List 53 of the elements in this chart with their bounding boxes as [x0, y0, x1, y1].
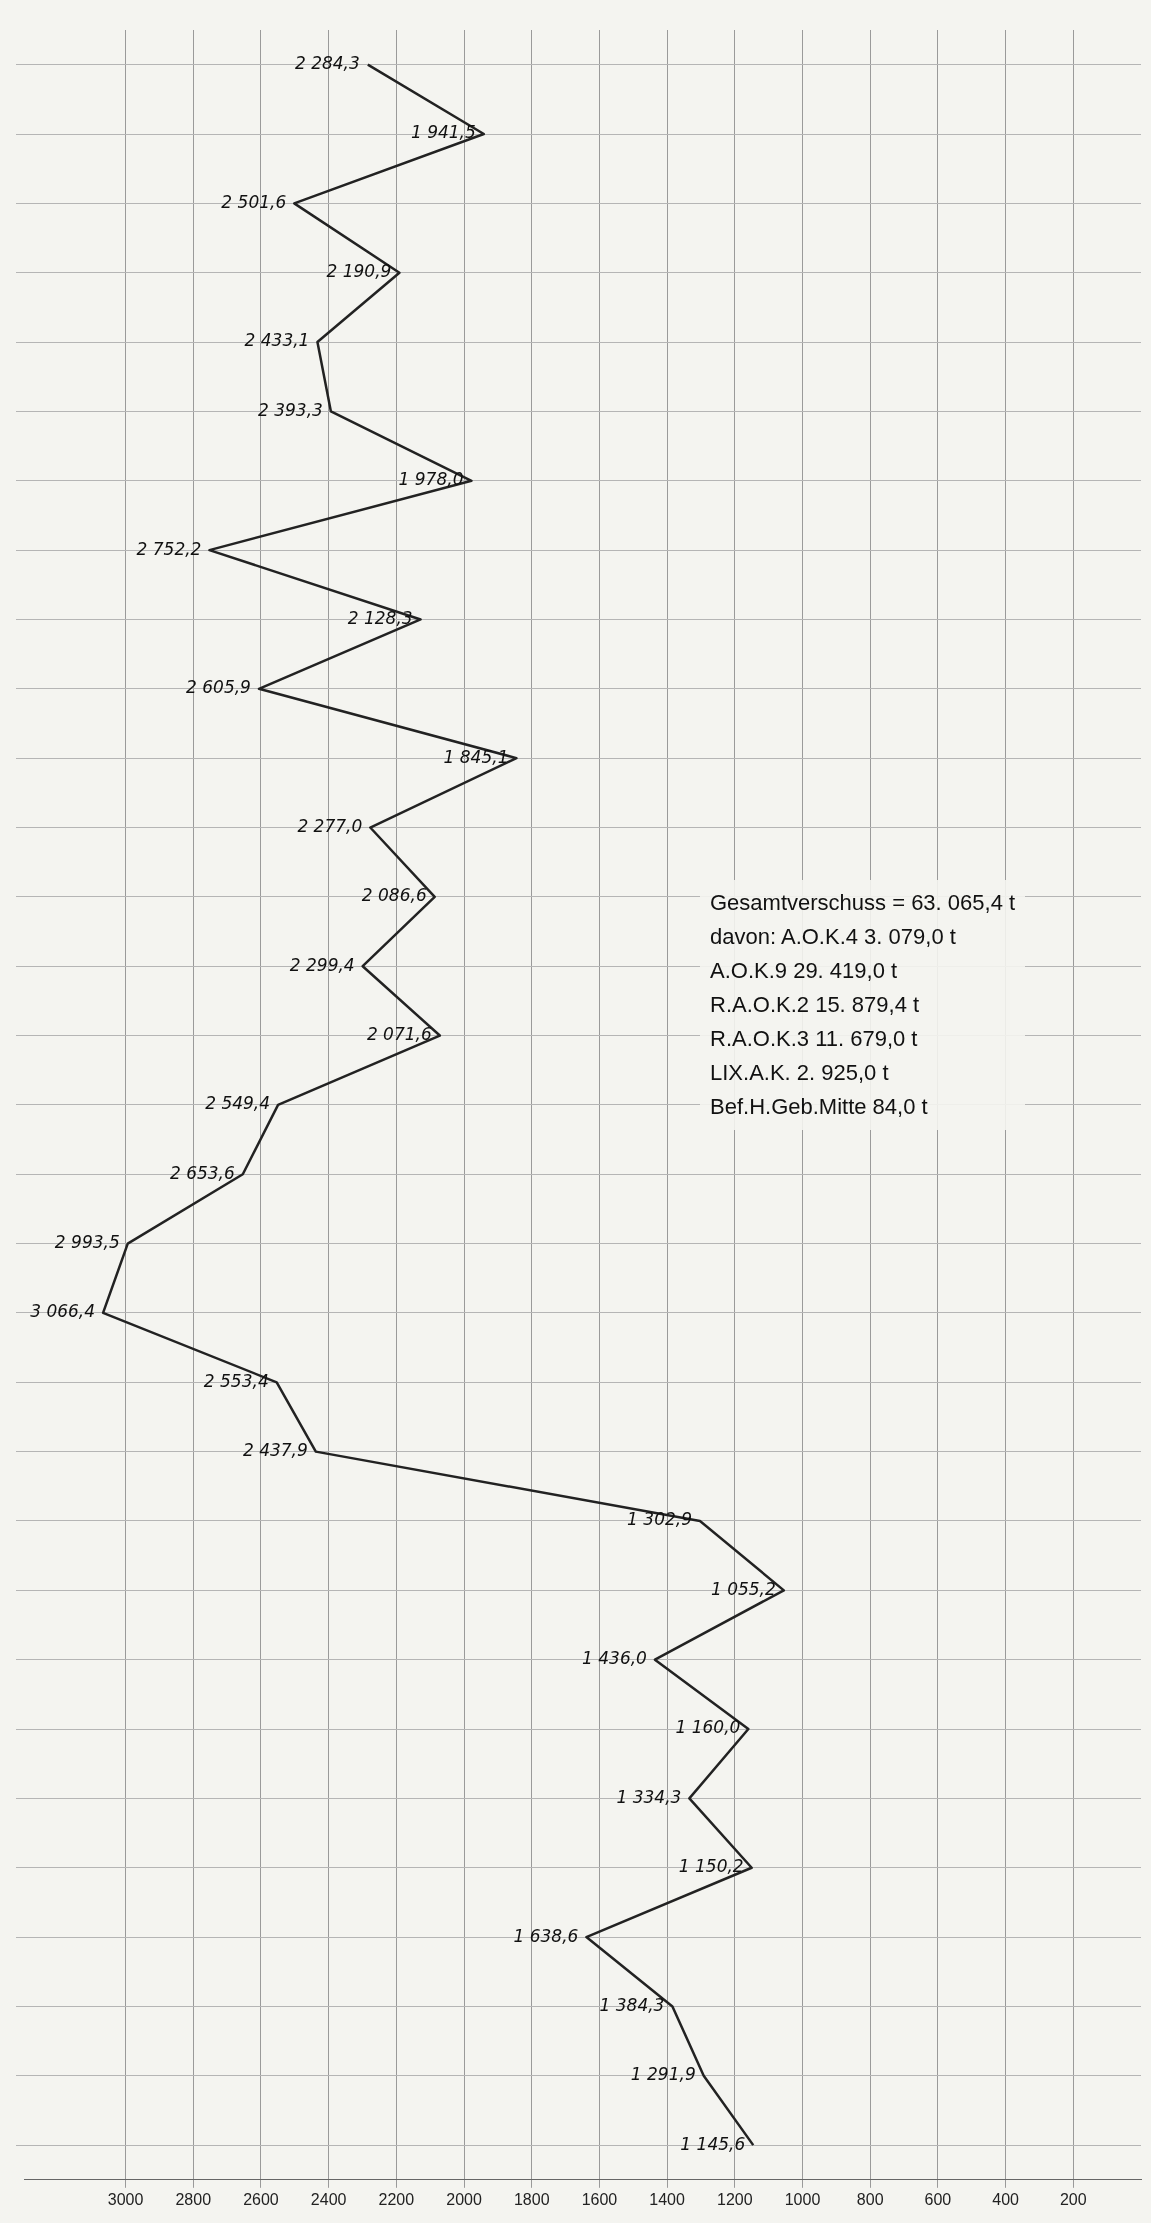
data-label: 2 553,4: [203, 1370, 269, 1391]
data-label: 2 086,6: [361, 885, 427, 906]
x-tick-label: 1200: [717, 2190, 753, 2208]
x-tick-label: 2000: [446, 2190, 482, 2208]
data-label: 2 071,6: [366, 1023, 432, 1044]
data-label: 1 334,3: [616, 1786, 682, 1807]
data-label: 2 993,5: [54, 1232, 120, 1253]
data-label: 2 433,1: [244, 330, 310, 351]
x-tick-label: 2600: [243, 2190, 279, 2208]
data-label: 1 055,2: [710, 1578, 776, 1599]
annotation: davon: A.O.K.4 3. 079,0 t: [710, 923, 957, 951]
x-tick-label: 3000: [107, 2190, 144, 2208]
data-label: 2 284,3: [294, 53, 360, 74]
annotation: LIX.A.K. 2. 925,0 t: [710, 1059, 890, 1087]
data-label: 2 299,4: [289, 954, 355, 975]
data-label: 2 501,6: [221, 191, 287, 212]
data-label: 2 190,9: [326, 261, 392, 282]
data-label: 1 978,0: [398, 469, 464, 490]
x-tick-label: 1800: [513, 2190, 550, 2208]
data-label: 1 291,9: [630, 2064, 696, 2085]
data-label: 1 941,5: [410, 122, 476, 143]
x-tick-label: 2200: [378, 2190, 415, 2208]
data-label: 2 605,9: [186, 677, 251, 698]
x-tick-label: 2400: [310, 2190, 347, 2208]
data-label: 2 128,3: [347, 607, 413, 628]
x-tick-label: 2800: [175, 2190, 212, 2208]
annotation: A.O.K.9 29. 419,0 t: [710, 957, 899, 985]
data-label: 2 752,2: [136, 538, 202, 559]
x-tick-label: 200: [1059, 2190, 1087, 2208]
data-label: 2 437,9: [242, 1440, 308, 1461]
x-tick-label: 400: [992, 2190, 1020, 2208]
data-label: 2 653,6: [169, 1162, 235, 1183]
data-label: 1 160,0: [675, 1717, 741, 1738]
data-label: 2 393,3: [258, 399, 323, 420]
data-label: 1 145,6: [680, 2133, 746, 2154]
data-label: 1 384,3: [599, 1994, 665, 2015]
x-tick-label: 1000: [784, 2190, 821, 2208]
x-tick-label: 1600: [581, 2190, 618, 2208]
annotation: R.A.O.K.2 15. 879,4 t: [710, 991, 921, 1019]
data-label: 3 066,4: [30, 1301, 96, 1322]
data-label: 1 150,2: [678, 1856, 744, 1877]
annotation: Gesamtverschuss = 63. 065,4 t: [710, 889, 1016, 917]
data-label: 2 277,0: [297, 815, 363, 836]
x-tick-label: 1400: [649, 2190, 686, 2208]
data-label: 1 638,6: [513, 1925, 579, 1946]
data-label: 1 436,0: [582, 1648, 647, 1669]
data-label: 2 549,4: [205, 1093, 271, 1114]
x-tick-label: 600: [924, 2190, 952, 2208]
data-label: 1 302,9: [627, 1509, 692, 1530]
annotation: R.A.O.K.3 11. 679,0 t: [710, 1025, 919, 1053]
annotation: Bef.H.Geb.Mitte 84,0 t: [710, 1093, 929, 1121]
data-label: 1 845,1: [443, 746, 509, 767]
x-tick-label: 800: [856, 2190, 884, 2208]
